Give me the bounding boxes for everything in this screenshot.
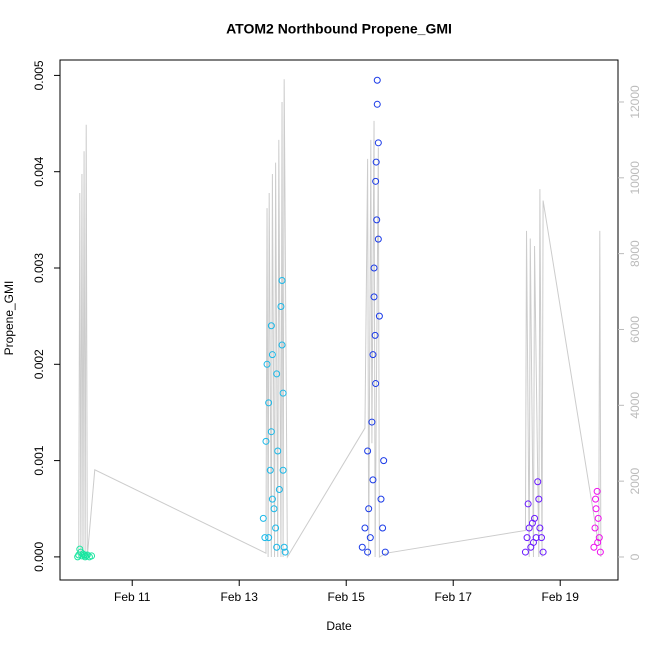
point bbox=[266, 466, 274, 474]
point bbox=[265, 534, 273, 542]
x-tick-label: Feb 19 bbox=[542, 590, 580, 604]
point bbox=[368, 418, 376, 426]
point bbox=[379, 524, 387, 532]
point bbox=[267, 428, 275, 436]
point bbox=[594, 514, 602, 522]
x-tick-label: Feb 11 bbox=[114, 590, 151, 604]
point bbox=[273, 370, 281, 378]
point bbox=[592, 495, 600, 503]
point bbox=[265, 399, 273, 407]
point bbox=[270, 505, 278, 513]
point bbox=[377, 495, 385, 503]
point bbox=[525, 524, 533, 532]
point bbox=[372, 177, 380, 185]
x-axis-label: Date bbox=[326, 619, 352, 633]
point bbox=[374, 235, 382, 243]
point bbox=[380, 457, 388, 465]
point bbox=[595, 534, 603, 542]
x-tick-label: Feb 17 bbox=[435, 590, 473, 604]
point bbox=[364, 548, 372, 556]
point bbox=[537, 534, 545, 542]
point bbox=[373, 100, 381, 108]
point bbox=[259, 514, 267, 522]
point bbox=[536, 524, 544, 532]
point bbox=[381, 548, 389, 556]
y2-tick-label: 12000 bbox=[628, 85, 642, 119]
y-tick-label: 0.002 bbox=[32, 349, 46, 379]
point bbox=[272, 524, 280, 532]
point bbox=[279, 466, 287, 474]
point bbox=[592, 505, 600, 513]
point bbox=[372, 380, 380, 388]
point bbox=[375, 312, 383, 320]
y-tick-label: 0.005 bbox=[32, 60, 46, 90]
point bbox=[364, 447, 372, 455]
point bbox=[534, 478, 542, 486]
point bbox=[275, 485, 283, 493]
y2-tick-label: 2000 bbox=[628, 467, 642, 494]
y2-tick-label: 4000 bbox=[628, 392, 642, 419]
point bbox=[370, 293, 378, 301]
y2-tick-label: 10000 bbox=[628, 161, 642, 195]
point bbox=[373, 76, 381, 84]
x-tick-label: Feb 15 bbox=[328, 590, 366, 604]
y2-tick-label: 6000 bbox=[628, 316, 642, 343]
point bbox=[366, 534, 374, 542]
point bbox=[81, 553, 89, 561]
point bbox=[531, 514, 539, 522]
point bbox=[82, 552, 90, 560]
line-series bbox=[78, 79, 602, 559]
point bbox=[261, 534, 269, 542]
point bbox=[278, 277, 286, 285]
point bbox=[369, 351, 377, 359]
y-tick-label: 0.000 bbox=[32, 542, 46, 572]
y-tick-label: 0.004 bbox=[32, 156, 46, 186]
y-tick-label: 0.003 bbox=[32, 253, 46, 283]
y-axis-label: Propene_GMI bbox=[2, 281, 16, 356]
point bbox=[372, 158, 380, 166]
point bbox=[361, 524, 369, 532]
point bbox=[532, 534, 540, 542]
point bbox=[373, 216, 381, 224]
point bbox=[280, 543, 288, 551]
point bbox=[268, 351, 276, 359]
chart-title: ATOM2 Northbound Propene_GMI bbox=[226, 21, 452, 37]
point bbox=[365, 505, 373, 513]
point bbox=[279, 389, 287, 397]
point bbox=[370, 264, 378, 272]
point bbox=[596, 548, 604, 556]
y2-tick-label: 0 bbox=[628, 553, 642, 560]
point bbox=[593, 487, 601, 495]
point bbox=[263, 360, 271, 368]
point bbox=[268, 495, 276, 503]
point bbox=[83, 551, 91, 559]
y2-tick-label: 8000 bbox=[628, 240, 642, 267]
x-tick-label: Feb 13 bbox=[221, 590, 259, 604]
point bbox=[358, 543, 366, 551]
point bbox=[277, 303, 285, 311]
point bbox=[524, 500, 532, 508]
point bbox=[539, 548, 547, 556]
point bbox=[521, 548, 529, 556]
point bbox=[267, 322, 275, 330]
plot-frame bbox=[59, 59, 619, 581]
point bbox=[369, 476, 377, 484]
point bbox=[281, 548, 289, 556]
point bbox=[278, 341, 286, 349]
point bbox=[594, 538, 602, 546]
point bbox=[371, 331, 379, 339]
point bbox=[590, 543, 598, 551]
point bbox=[88, 552, 96, 560]
point bbox=[262, 437, 270, 445]
point bbox=[591, 524, 599, 532]
point bbox=[535, 495, 543, 503]
point bbox=[273, 543, 281, 551]
y-tick-label: 0.001 bbox=[32, 445, 46, 475]
point bbox=[523, 534, 531, 542]
point bbox=[274, 447, 282, 455]
point bbox=[374, 139, 382, 147]
